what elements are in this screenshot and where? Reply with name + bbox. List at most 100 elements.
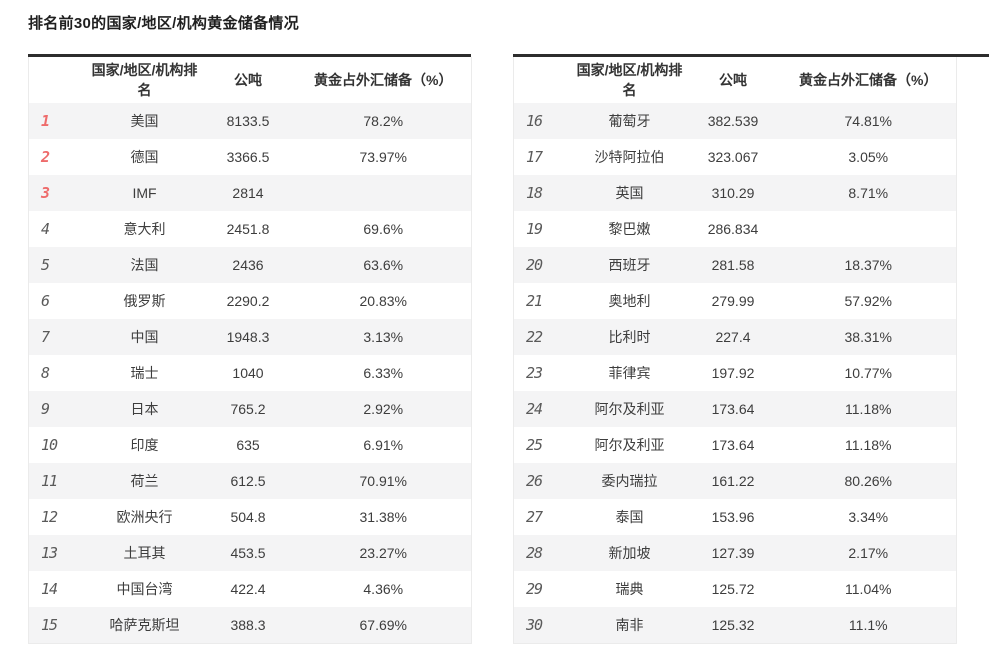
- table-row: 13 土耳其 453.5 23.27%: [28, 535, 472, 571]
- share-cell: 8.71%: [848, 185, 889, 201]
- share-cell: 11.18%: [845, 401, 892, 417]
- share-cell: 11.18%: [845, 437, 892, 453]
- country-cell: 中国: [130, 329, 159, 345]
- rank-cell: 17: [526, 148, 543, 166]
- share-cell: 11.1%: [848, 616, 888, 633]
- table-row: 12 欧洲央行 504.8 31.38%: [29, 499, 472, 535]
- country-cell: 德国: [130, 149, 159, 165]
- share-cell: 73.97%: [359, 149, 407, 165]
- rank-cell: 21: [526, 292, 543, 310]
- gold-reserves-table-left: 国家/地区/机构排名 公吨 黄金占外汇储备（%） 1 美国 8133.5 78.2% 2…: [28, 57, 472, 644]
- tonnes-cell: 635: [236, 437, 260, 453]
- table-header-row: 国家/地区/机构排名 公吨 黄金占外汇储备（%）: [28, 57, 472, 103]
- country-cell: 沙特阿拉伯: [594, 149, 665, 165]
- rank-cell: 19: [526, 220, 543, 238]
- country-cell: 菲律宾: [608, 365, 651, 381]
- table-row: 11 荷兰 612.5 70.91%: [28, 463, 472, 499]
- rank-cell: 30: [526, 615, 543, 634]
- tonnes-cell: 323.067: [707, 149, 759, 165]
- rank-cell: 10: [41, 436, 58, 454]
- column-header-share: 黄金占外汇储备（%）: [780, 57, 957, 103]
- share-cell: 23.27%: [359, 545, 407, 561]
- page-title: 排名前30的国家/地区/机构黄金储备情况: [28, 15, 300, 32]
- share-cell: 57.92%: [844, 293, 892, 309]
- gold-table-left-wrapper: 国家/地区/机构排名 公吨 黄金占外汇储备（%） 1 美国 8133.5 78.2% 2…: [28, 54, 472, 644]
- country-cell: 葡萄牙: [608, 113, 651, 129]
- share-cell: 80.26%: [844, 473, 892, 489]
- tonnes-cell: 279.99: [711, 293, 755, 309]
- rank-cell: 14: [41, 580, 58, 598]
- rank-cell: 23: [526, 364, 543, 382]
- share-cell: 3.13%: [363, 329, 404, 345]
- tonnes-cell: 453.5: [230, 545, 266, 561]
- table-body-left: 1 美国 8133.5 78.2% 2 德国 3366.5 73.97% 3 IMF 2814 4 意大…: [28, 103, 472, 643]
- country-cell: 印度: [130, 437, 159, 453]
- share-cell: 20.83%: [359, 293, 407, 309]
- country-cell: 阿尔及利亚: [594, 401, 665, 417]
- tonnes-cell: 125.72: [711, 581, 755, 597]
- tonnes-cell: 382.539: [707, 113, 759, 129]
- tonnes-cell: 2451.8: [226, 221, 270, 237]
- tonnes-cell: 127.39: [711, 545, 755, 561]
- table-row: 29 瑞典 125.72 11.04%: [514, 571, 957, 607]
- country-cell: 俄罗斯: [123, 293, 166, 309]
- rank-cell: 5: [41, 256, 50, 274]
- rank-cell: 4: [41, 220, 50, 238]
- table-row: 1 美国 8133.5 78.2%: [28, 103, 472, 139]
- country-cell: 比利时: [608, 329, 651, 345]
- tonnes-cell: 1948.3: [226, 329, 270, 345]
- country-cell: 英国: [615, 185, 644, 201]
- column-header-rank: [28, 57, 89, 103]
- tonnes-cell: 227.4: [715, 329, 751, 345]
- tonnes-cell: 173.64: [711, 437, 755, 453]
- share-cell: 69.6%: [363, 221, 404, 237]
- tonnes-cell: 310.29: [711, 185, 755, 201]
- table-row: 5 法国 2436 63.6%: [28, 247, 472, 283]
- table-row: 6 俄罗斯 2290.2 20.83%: [29, 283, 472, 319]
- gold-table-right-wrapper: 国家/地区/机构排名 公吨 黄金占外汇储备（%） 16 葡萄牙 382.539 74.…: [513, 54, 989, 644]
- country-cell: 哈萨克斯坦: [109, 616, 180, 633]
- tonnes-cell: 765.2: [230, 401, 266, 417]
- column-header-name: 国家/地区/机构排名: [88, 57, 201, 103]
- rank-cell: 13: [41, 544, 58, 562]
- country-cell: 南非: [615, 616, 644, 633]
- country-cell: 日本: [130, 401, 159, 417]
- table-row: 23 菲律宾 197.92 10.77%: [514, 355, 957, 391]
- table-row: 17 沙特阿拉伯 323.067 3.05%: [514, 139, 957, 175]
- rank-cell: 20: [526, 256, 543, 274]
- country-cell: 委内瑞拉: [601, 473, 658, 489]
- table-row: 16 葡萄牙 382.539 74.81%: [513, 103, 957, 139]
- rank-cell: 18: [526, 184, 543, 202]
- rank-cell: 9: [41, 400, 50, 418]
- share-cell: 67.69%: [359, 616, 407, 633]
- share-cell: 63.6%: [363, 257, 404, 273]
- tonnes-cell: 3366.5: [226, 149, 270, 165]
- rank-cell: 6: [41, 292, 50, 310]
- country-cell: 泰国: [615, 509, 644, 525]
- table-row: 9 日本 765.2 2.92%: [28, 391, 472, 427]
- tonnes-cell: 2436: [232, 257, 264, 273]
- tonnes-cell: 197.92: [711, 365, 755, 381]
- tonnes-cell: 173.64: [711, 401, 755, 417]
- country-cell: 美国: [130, 113, 159, 129]
- table-body-right: 16 葡萄牙 382.539 74.81% 17 沙特阿拉伯 323.067 3.05% 18 英…: [513, 103, 957, 643]
- rank-cell: 24: [526, 400, 543, 418]
- share-cell: 38.31%: [844, 329, 892, 345]
- tonnes-cell: 1040: [232, 365, 264, 381]
- tonnes-cell: 281.58: [711, 257, 755, 273]
- table-row: 27 泰国 153.96 3.34%: [514, 499, 957, 535]
- table-row: 8 瑞士 1040 6.33%: [29, 355, 472, 391]
- share-cell: 74.81%: [844, 113, 892, 129]
- rank-cell: 7: [41, 328, 50, 346]
- country-cell: 奥地利: [608, 293, 651, 309]
- tonnes-cell: 504.8: [230, 509, 266, 525]
- table-row: 10 印度 635 6.91%: [29, 427, 472, 463]
- country-cell: 瑞典: [615, 581, 644, 597]
- table-row: 22 比利时 227.4 38.31%: [513, 319, 957, 355]
- tonnes-cell: 2290.2: [226, 293, 270, 309]
- rank-cell: 27: [526, 508, 543, 526]
- tonnes-cell: 612.5: [230, 473, 266, 489]
- table-row: 21 奥地利 279.99 57.92%: [514, 283, 957, 319]
- rank-cell: 25: [526, 436, 543, 454]
- tables-container: 国家/地区/机构排名 公吨 黄金占外汇储备（%） 1 美国 8133.5 78.2% 2…: [28, 54, 989, 644]
